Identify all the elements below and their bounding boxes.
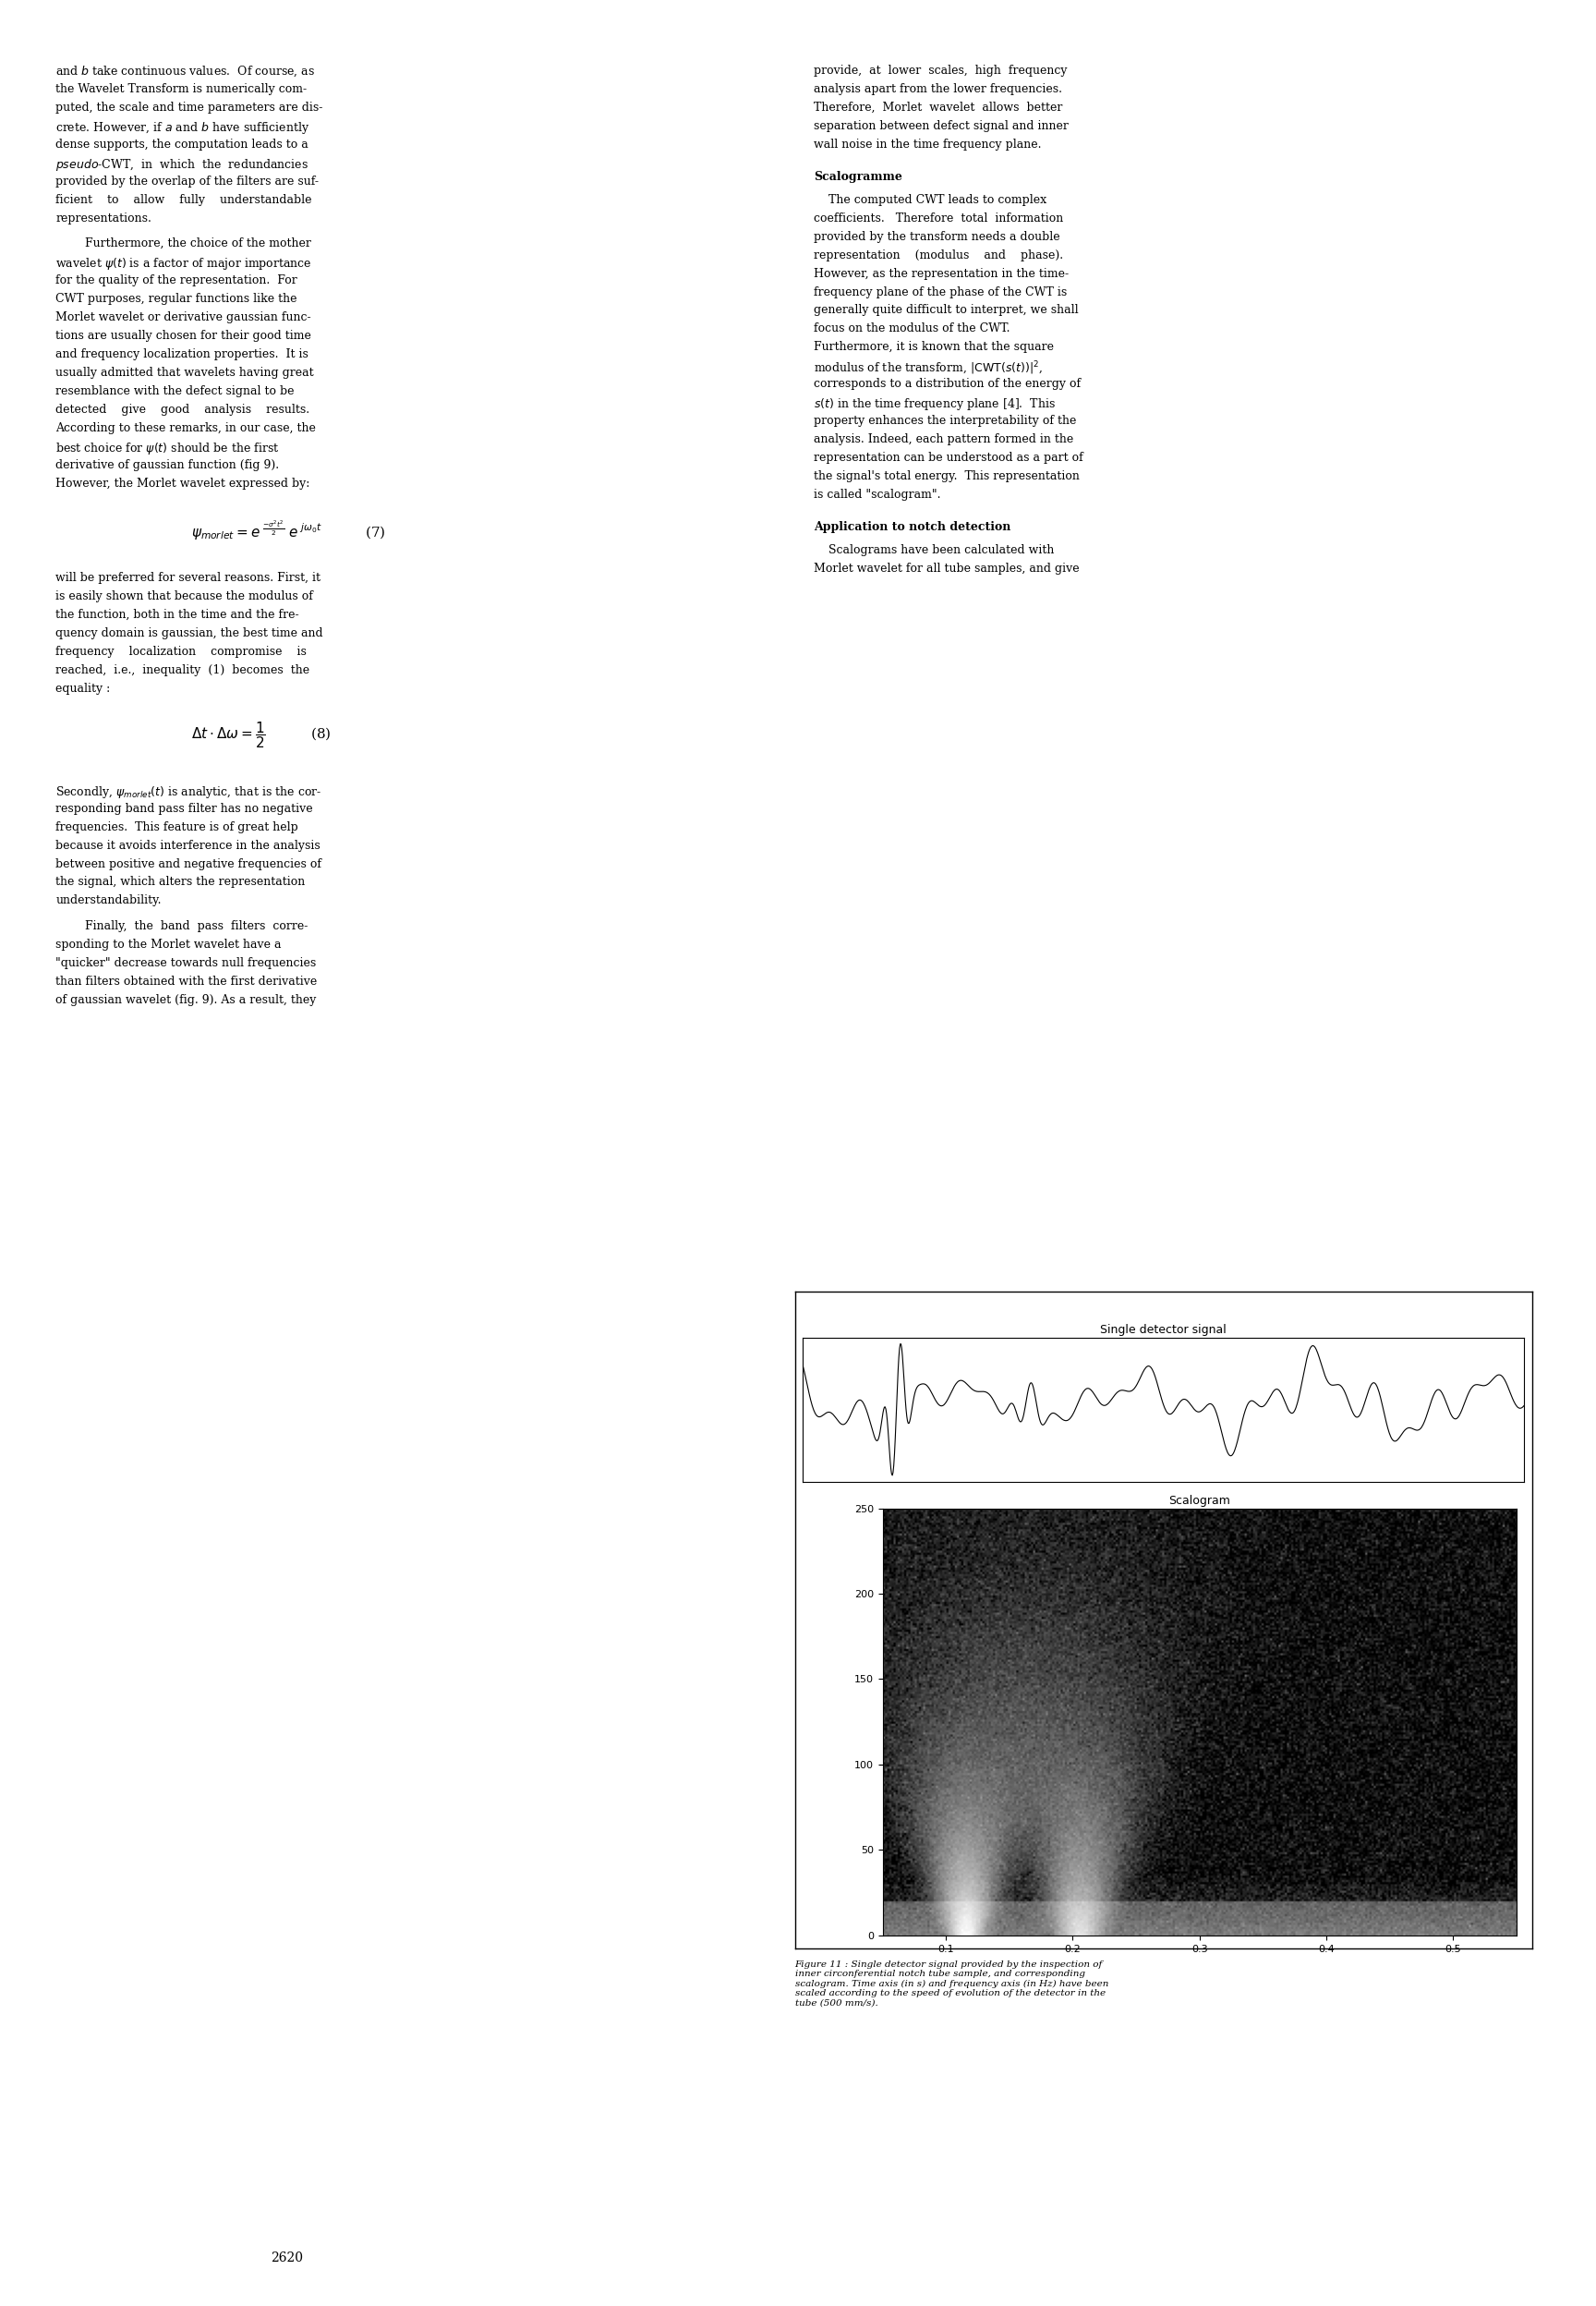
Text: Morlet wavelet or derivative gaussian func-: Morlet wavelet or derivative gaussian fu… — [56, 311, 311, 323]
Text: provided by the overlap of the filters are suf-: provided by the overlap of the filters a… — [56, 175, 319, 187]
Text: tions are usually chosen for their good time: tions are usually chosen for their good … — [56, 330, 311, 341]
Text: frequency    localization    compromise    is: frequency localization compromise is — [56, 646, 306, 657]
Text: provided by the transform needs a double: provided by the transform needs a double — [814, 231, 1060, 242]
Text: provide,  at  lower  scales,  high  frequency: provide, at lower scales, high frequency — [814, 65, 1068, 76]
Text: representation can be understood as a part of: representation can be understood as a pa… — [814, 452, 1084, 464]
Text: detected    give    good    analysis    results.: detected give good analysis results. — [56, 404, 310, 415]
Text: and $b$ take continuous values.  Of course, as: and $b$ take continuous values. Of cours… — [56, 65, 316, 78]
Text: because it avoids interference in the analysis: because it avoids interference in the an… — [56, 839, 321, 851]
Text: The computed CWT leads to complex: The computed CWT leads to complex — [814, 194, 1047, 205]
Text: the signal's total energy.  This representation: the signal's total energy. This represen… — [814, 470, 1080, 482]
Text: Therefore,  Morlet  wavelet  allows  better: Therefore, Morlet wavelet allows better — [814, 101, 1063, 113]
Text: for the quality of the representation.  For: for the quality of the representation. F… — [56, 274, 297, 286]
Text: usually admitted that wavelets having great: usually admitted that wavelets having gr… — [56, 367, 314, 378]
Text: between positive and negative frequencies of: between positive and negative frequencie… — [56, 858, 322, 869]
Text: $\Delta t \cdot \Delta\omega = \dfrac{1}{2}$          (8): $\Delta t \cdot \Delta\omega = \dfrac{1}… — [192, 719, 332, 749]
Text: of gaussian wavelet (fig. 9). As a result, they: of gaussian wavelet (fig. 9). As a resul… — [56, 994, 316, 1005]
Text: 2620: 2620 — [271, 2251, 303, 2264]
Text: frequencies.  This feature is of great help: frequencies. This feature is of great he… — [56, 821, 298, 832]
Text: frequency plane of the phase of the CWT is: frequency plane of the phase of the CWT … — [814, 286, 1068, 297]
Text: derivative of gaussian function (fig 9).: derivative of gaussian function (fig 9). — [56, 459, 279, 470]
Text: best choice for $\psi(t)$ should be the first: best choice for $\psi(t)$ should be the … — [56, 440, 279, 457]
Text: modulus of the transform, $|\mathrm{CWT}(s(t))|^2$,: modulus of the transform, $|\mathrm{CWT}… — [814, 360, 1044, 376]
Text: Secondly, $\psi_{morlet}(t)$ is analytic, that is the cor-: Secondly, $\psi_{morlet}(t)$ is analytic… — [56, 784, 322, 800]
Text: analysis apart from the lower frequencies.: analysis apart from the lower frequencie… — [814, 83, 1063, 95]
Text: crete. However, if $a$ and $b$ have sufficiently: crete. However, if $a$ and $b$ have suff… — [56, 120, 310, 136]
Text: the Wavelet Transform is numerically com-: the Wavelet Transform is numerically com… — [56, 83, 306, 95]
Text: "quicker" decrease towards null frequencies: "quicker" decrease towards null frequenc… — [56, 957, 316, 969]
Text: equality :: equality : — [56, 683, 110, 694]
Text: Figure 11 : Single detector signal provided by the inspection of
inner circonfer: Figure 11 : Single detector signal provi… — [795, 1960, 1108, 2006]
Text: $pseudo$-CWT,  in  which  the  redundancies: $pseudo$-CWT, in which the redundancies — [56, 157, 308, 173]
Title: Scalogram: Scalogram — [1168, 1494, 1231, 1508]
Text: is easily shown that because the modulus of: is easily shown that because the modulus… — [56, 590, 313, 602]
Text: representations.: representations. — [56, 212, 152, 224]
Text: According to these remarks, in our case, the: According to these remarks, in our case,… — [56, 422, 316, 434]
Text: reached,  i.e.,  inequality  (1)  becomes  the: reached, i.e., inequality (1) becomes th… — [56, 664, 310, 676]
Text: and frequency localization properties.  It is: and frequency localization properties. I… — [56, 348, 308, 360]
Text: the signal, which alters the representation: the signal, which alters the representat… — [56, 876, 305, 888]
Text: CWT purposes, regular functions like the: CWT purposes, regular functions like the — [56, 293, 297, 304]
Text: understandability.: understandability. — [56, 895, 161, 906]
Text: property enhances the interpretability of the: property enhances the interpretability o… — [814, 415, 1077, 427]
Text: quency domain is gaussian, the best time and: quency domain is gaussian, the best time… — [56, 627, 324, 639]
Text: analysis. Indeed, each pattern formed in the: analysis. Indeed, each pattern formed in… — [814, 434, 1074, 445]
Text: wavelet $\psi(t)$ is a factor of major importance: wavelet $\psi(t)$ is a factor of major i… — [56, 256, 313, 272]
Text: separation between defect signal and inner: separation between defect signal and inn… — [814, 120, 1069, 131]
Text: generally quite difficult to interpret, we shall: generally quite difficult to interpret, … — [814, 304, 1079, 316]
Text: Furthermore, it is known that the square: Furthermore, it is known that the square — [814, 341, 1053, 353]
Text: Furthermore, the choice of the mother: Furthermore, the choice of the mother — [85, 238, 311, 249]
Text: responding band pass filter has no negative: responding band pass filter has no negat… — [56, 802, 313, 814]
Text: sponding to the Morlet wavelet have a: sponding to the Morlet wavelet have a — [56, 939, 281, 950]
Text: However, as the representation in the time-: However, as the representation in the ti… — [814, 267, 1069, 279]
Text: coefficients.   Therefore  total  information: coefficients. Therefore total informatio… — [814, 212, 1063, 224]
Text: dense supports, the computation leads to a: dense supports, the computation leads to… — [56, 138, 308, 150]
Text: representation    (modulus    and    phase).: representation (modulus and phase). — [814, 249, 1063, 261]
Text: $\psi_{morlet} = e^{\;\frac{-\sigma^2 t^2}{2}}\; e^{\;j\omega_0 t}$          (7): $\psi_{morlet} = e^{\;\frac{-\sigma^2 t^… — [192, 519, 386, 542]
Text: resemblance with the defect signal to be: resemblance with the defect signal to be — [56, 385, 295, 397]
Text: corresponds to a distribution of the energy of: corresponds to a distribution of the ene… — [814, 378, 1080, 390]
Text: will be preferred for several reasons. First, it: will be preferred for several reasons. F… — [56, 572, 321, 583]
Text: than filters obtained with the first derivative: than filters obtained with the first der… — [56, 975, 318, 987]
Text: Scalogramme: Scalogramme — [814, 171, 902, 182]
Text: focus on the modulus of the CWT.: focus on the modulus of the CWT. — [814, 323, 1010, 334]
Text: Finally,  the  band  pass  filters  corre-: Finally, the band pass filters corre- — [85, 920, 308, 932]
Text: is called "scalogram".: is called "scalogram". — [814, 489, 942, 500]
Text: the function, both in the time and the fre-: the function, both in the time and the f… — [56, 609, 300, 620]
Text: Morlet wavelet for all tube samples, and give: Morlet wavelet for all tube samples, and… — [814, 563, 1079, 574]
Text: wall noise in the time frequency plane.: wall noise in the time frequency plane. — [814, 138, 1042, 150]
Text: However, the Morlet wavelet expressed by:: However, the Morlet wavelet expressed by… — [56, 477, 310, 489]
Text: Application to notch detection: Application to notch detection — [814, 521, 1010, 533]
Text: Scalograms have been calculated with: Scalograms have been calculated with — [814, 544, 1055, 556]
Text: $s(t)$ in the time frequency plane [4].  This: $s(t)$ in the time frequency plane [4]. … — [814, 397, 1057, 413]
Text: puted, the scale and time parameters are dis-: puted, the scale and time parameters are… — [56, 101, 322, 113]
Text: ficient    to    allow    fully    understandable: ficient to allow fully understandable — [56, 194, 313, 205]
Title: Single detector signal: Single detector signal — [1100, 1324, 1227, 1335]
